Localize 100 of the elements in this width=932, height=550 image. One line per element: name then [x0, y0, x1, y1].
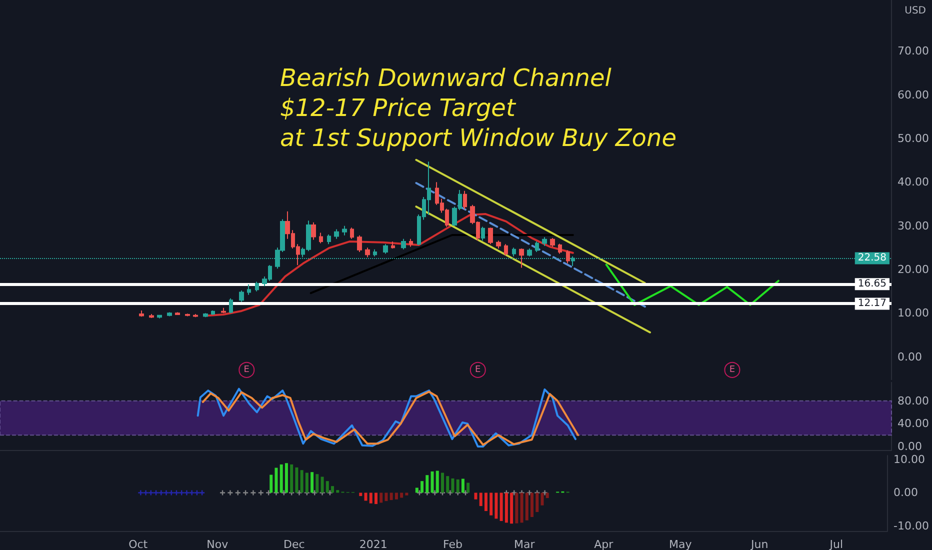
bar [426, 475, 429, 493]
candlestick [542, 236, 547, 246]
ref-line-label: 16.65 [858, 278, 887, 290]
bar [369, 492, 372, 504]
bar [446, 476, 450, 493]
bar [420, 481, 424, 493]
bar [380, 492, 383, 503]
bar [484, 492, 488, 512]
bar [546, 492, 549, 498]
bar [280, 464, 283, 493]
candlestick [365, 247, 370, 258]
candlestick [334, 228, 339, 240]
bar [300, 470, 304, 493]
candlestick [496, 240, 501, 250]
annotation: E [475, 364, 482, 375]
bar [326, 481, 329, 493]
x-tick-label: May [668, 538, 692, 550]
candlestick [327, 234, 331, 245]
candlestick [149, 314, 154, 318]
candlestick [350, 227, 354, 240]
bar [316, 474, 319, 493]
y-tick-label: 20.00 [898, 262, 930, 276]
candlestick [535, 241, 539, 253]
x-tick-label: Oct [128, 538, 148, 550]
y-tick-label: 60.00 [898, 88, 930, 102]
candlestick [247, 284, 251, 296]
bar [284, 463, 288, 493]
bar [500, 492, 503, 522]
bar [536, 492, 539, 512]
bar [390, 492, 393, 500]
bar [359, 492, 362, 496]
bar [451, 478, 454, 493]
bar [336, 490, 340, 493]
candlestick [527, 248, 532, 257]
y-tick-label: 30.00 [898, 219, 930, 232]
bar [504, 492, 508, 523]
candlestick [504, 244, 508, 256]
candlestick [221, 307, 226, 314]
bar [310, 472, 314, 493]
bar [510, 492, 514, 524]
text: Bearish Downward Channel $12-17 Price Target at 1st Support Window Buy Zone [280, 64, 676, 152]
y-tick-label: 80.00 [898, 394, 930, 408]
y-tick-label: 10.00 [894, 452, 926, 466]
bar [530, 492, 534, 518]
candlestick [185, 313, 190, 317]
y-tick-label: 70.00 [898, 44, 930, 58]
bar [320, 476, 324, 493]
x-tick-label: Apr [594, 538, 614, 550]
candlestick [383, 244, 388, 254]
y-tick-label: 50.00 [898, 132, 930, 145]
candlestick [357, 234, 362, 253]
candlestick [409, 238, 413, 248]
candlestick [229, 298, 233, 314]
x-tick-label: Jun [750, 538, 768, 550]
candlestick [167, 312, 172, 317]
line-series [605, 264, 780, 306]
x-tick-label: Feb [442, 538, 462, 550]
bar [525, 492, 528, 520]
y-tick-label: 0.00 [894, 486, 918, 500]
bar [490, 492, 493, 516]
bar [456, 479, 460, 493]
bar [515, 492, 518, 524]
bar [270, 474, 273, 493]
x-tick-label: Dec [283, 538, 305, 550]
candlestick [519, 248, 524, 268]
bar [494, 492, 498, 519]
candlestick [488, 227, 493, 245]
candlestick [463, 190, 467, 210]
candlestick [391, 241, 395, 250]
bar [290, 464, 294, 493]
bar [415, 488, 418, 493]
bar [374, 492, 378, 504]
bar [520, 492, 524, 523]
x-tick-label: Jul [828, 538, 844, 550]
candlestick [319, 232, 323, 244]
candlestick [558, 243, 562, 254]
y-tick-label: 40.00 [898, 176, 930, 189]
bar [405, 492, 408, 496]
bar [440, 472, 444, 493]
candlestick [193, 314, 198, 318]
candlestick [342, 225, 347, 236]
y-tick-label: 10.00 [898, 306, 930, 320]
bar [466, 482, 470, 493]
bar [430, 471, 434, 493]
y-tick-label: 0.00 [898, 440, 922, 453]
candlestick [566, 250, 570, 264]
y-tick-label: 40.00 [898, 417, 930, 430]
bar [305, 472, 308, 493]
y-tick-label: -10.00 [894, 520, 930, 533]
bar [461, 478, 464, 493]
bar [295, 467, 298, 493]
candlestick [239, 290, 244, 302]
candlestick [512, 247, 516, 257]
candlestick [401, 238, 406, 250]
bar [394, 492, 398, 500]
candlestick [175, 312, 180, 316]
candlestick [481, 226, 485, 242]
candlestick [157, 314, 162, 319]
bar [400, 492, 404, 498]
candlestick [211, 310, 215, 316]
